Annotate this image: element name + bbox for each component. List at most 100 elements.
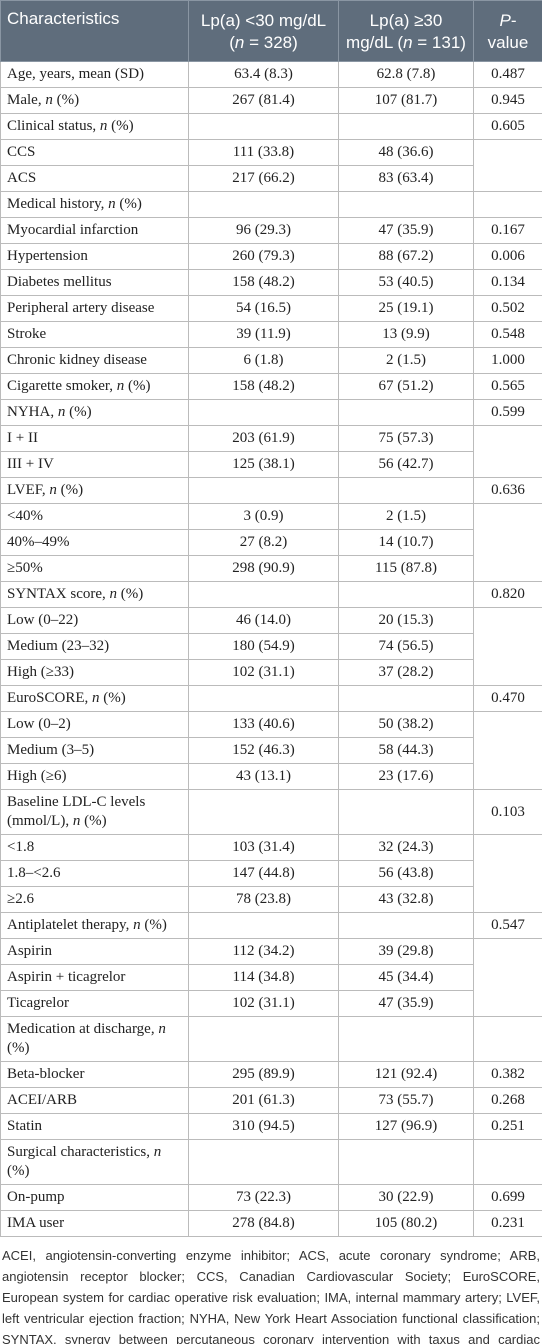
header-cell: Lp(a) ≥30 mg/dL (n = 131) — [338, 0, 474, 62]
empty-cell — [473, 139, 542, 192]
value-cell: 0.382 — [473, 1061, 542, 1088]
value-cell: 103 (31.4) — [188, 834, 339, 861]
data-table: Characteristics Lp(a) <30 mg/dL (n = 328)… — [0, 0, 542, 1237]
value-cell: 105 (80.2) — [338, 1210, 474, 1237]
empty-cell — [188, 191, 339, 218]
table-row: EuroSCORE, n (%) 0.470 — [0, 685, 542, 712]
empty-cell — [473, 607, 542, 686]
value-cell: 39 (11.9) — [188, 321, 339, 348]
table-row: Myocardial infarction 96 (29.3) 47 (35.9) 0… — [0, 217, 542, 244]
row-label: Diabetes mellitus — [0, 269, 189, 296]
value-cell: 0.699 — [473, 1184, 542, 1211]
value-cell: 147 (44.8) — [188, 860, 339, 887]
table-row: IMA user 278 (84.8) 105 (80.2) 0.231 — [0, 1210, 542, 1237]
header-row: Characteristics Lp(a) <30 mg/dL (n = 328)… — [0, 0, 542, 62]
value-cell: 2 (1.5) — [338, 503, 474, 530]
empty-cell — [473, 503, 542, 582]
table-row: Low (0–2) 133 (40.6) 50 (38.2) — [0, 711, 542, 790]
row-label: Male, n (%) — [0, 87, 189, 114]
row-label: EuroSCORE, n (%) — [0, 685, 189, 712]
value-cell: 75 (57.3) — [338, 425, 474, 452]
row-label: 40%–49% — [0, 529, 189, 556]
value-cell: 6 (1.8) — [188, 347, 339, 374]
value-cell: 25 (19.1) — [338, 295, 474, 322]
table-row: High (≥6) 43 (13.1) 23 (17.6) — [0, 763, 542, 790]
value-cell: 27 (8.2) — [188, 529, 339, 556]
empty-cell — [188, 1016, 339, 1062]
empty-cell — [473, 1139, 542, 1185]
row-label: Chronic kidney disease — [0, 347, 189, 374]
row-label: Medication at discharge, n (%) — [0, 1016, 189, 1062]
row-label: Aspirin + ticagrelor — [0, 964, 189, 991]
table-row: Medical history, n (%) — [0, 191, 542, 218]
empty-cell — [188, 1139, 339, 1185]
row-label: High (≥33) — [0, 659, 189, 686]
value-cell: 1.000 — [473, 347, 542, 374]
row-label: ACEI/ARB — [0, 1087, 189, 1114]
value-cell: 54 (16.5) — [188, 295, 339, 322]
table-row: Beta-blocker 295 (89.9) 121 (92.4) 0.382 — [0, 1061, 542, 1088]
value-cell: 74 (56.5) — [338, 633, 474, 660]
table-row: III + IV 125 (38.1) 56 (42.7) — [0, 451, 542, 478]
value-cell: 48 (36.6) — [338, 139, 474, 166]
value-cell: 14 (10.7) — [338, 529, 474, 556]
value-cell: 13 (9.9) — [338, 321, 474, 348]
value-cell: 0.251 — [473, 1113, 542, 1140]
p-value-cell: 0.605 — [473, 113, 542, 140]
row-label: High (≥6) — [0, 763, 189, 790]
table-row: ACS 217 (66.2) 83 (63.4) — [0, 165, 542, 192]
row-label: SYNTAX score, n (%) — [0, 581, 189, 608]
value-cell: 203 (61.9) — [188, 425, 339, 452]
empty-cell — [338, 581, 474, 608]
value-cell: 73 (55.7) — [338, 1087, 474, 1114]
row-label: I + II — [0, 425, 189, 452]
value-cell: 102 (31.1) — [188, 990, 339, 1017]
table-row: Chronic kidney disease 6 (1.8) 2 (1.5) 1.00… — [0, 347, 542, 374]
row-label: Beta-blocker — [0, 1061, 189, 1088]
value-cell: 0.487 — [473, 61, 542, 88]
row-label: Peripheral artery disease — [0, 295, 189, 322]
empty-cell — [338, 191, 474, 218]
p-value-cell: 0.636 — [473, 477, 542, 504]
table-row: Aspirin + ticagrelor 114 (34.8) 45 (34.4) — [0, 964, 542, 991]
value-cell: 111 (33.8) — [188, 139, 339, 166]
table-row: Clinical status, n (%) 0.605 — [0, 113, 542, 140]
value-cell: 58 (44.3) — [338, 737, 474, 764]
row-label: Cigarette smoker, n (%) — [0, 373, 189, 400]
value-cell: 43 (32.8) — [338, 886, 474, 913]
empty-cell — [473, 834, 542, 913]
value-cell: 0.502 — [473, 295, 542, 322]
value-cell: 23 (17.6) — [338, 763, 474, 790]
empty-cell — [188, 477, 339, 504]
row-label: Medium (3–5) — [0, 737, 189, 764]
table-row: Low (0–22) 46 (14.0) 20 (15.3) — [0, 607, 542, 686]
table-row: Antiplatelet therapy, n (%) 0.547 — [0, 912, 542, 939]
value-cell: 0.565 — [473, 373, 542, 400]
header-cell: P-value — [473, 0, 542, 62]
table-row: 40%–49% 27 (8.2) 14 (10.7) — [0, 529, 542, 556]
value-cell: 45 (34.4) — [338, 964, 474, 991]
row-label: CCS — [0, 139, 189, 166]
table-row: CCS 111 (33.8) 48 (36.6) — [0, 139, 542, 192]
value-cell: 107 (81.7) — [338, 87, 474, 114]
value-cell: 30 (22.9) — [338, 1184, 474, 1211]
table-body: Age, years, mean (SD) 63.4 (8.3) 62.8 (7.8… — [0, 61, 542, 1237]
table-row: Diabetes mellitus 158 (48.2) 53 (40.5) 0.13… — [0, 269, 542, 296]
header-cell: Characteristics — [0, 0, 189, 62]
value-cell: 310 (94.5) — [188, 1113, 339, 1140]
row-label: Aspirin — [0, 938, 189, 965]
value-cell: 102 (31.1) — [188, 659, 339, 686]
table-row: Peripheral artery disease 54 (16.5) 25 (19… — [0, 295, 542, 322]
row-label: Baseline LDL-C levels (mmol/L), n (%) — [0, 789, 189, 835]
value-cell: 2 (1.5) — [338, 347, 474, 374]
empty-cell — [188, 789, 339, 835]
row-label: ≥2.6 — [0, 886, 189, 913]
table-row: Baseline LDL-C levels (mmol/L), n (%) 0.1… — [0, 789, 542, 835]
table-row: Ticagrelor 102 (31.1) 47 (35.9) — [0, 990, 542, 1017]
row-label: Surgical characteristics, n (%) — [0, 1139, 189, 1185]
table-row: Aspirin 112 (34.2) 39 (29.8) — [0, 938, 542, 1017]
table-row: 1.8–<2.6 147 (44.8) 56 (43.8) — [0, 860, 542, 887]
value-cell: 37 (28.2) — [338, 659, 474, 686]
value-cell: 39 (29.8) — [338, 938, 474, 965]
row-label: Low (0–22) — [0, 607, 189, 634]
